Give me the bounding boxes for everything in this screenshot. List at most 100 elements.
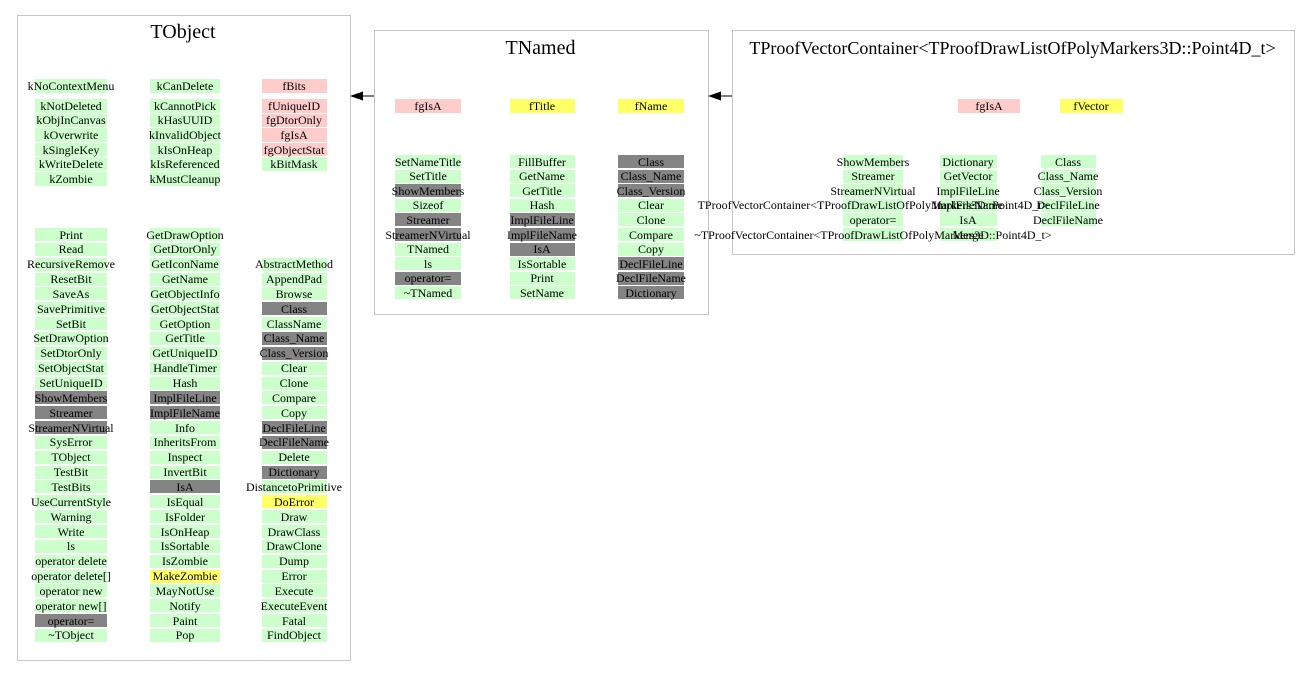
- member-cell[interactable]: GetTitle: [509, 184, 575, 198]
- member-cell[interactable]: Streamer: [35, 406, 107, 420]
- member-cell[interactable]: ls: [35, 539, 107, 553]
- field-cell[interactable]: fgObjectStat: [261, 142, 327, 157]
- member-cell[interactable]: operator new: [35, 584, 107, 598]
- member-cell[interactable]: Clone: [261, 376, 327, 390]
- member-cell[interactable]: Dump: [261, 554, 327, 568]
- member-cell[interactable]: DeclFileName: [259, 435, 329, 449]
- member-cell[interactable]: DistancetoPrimitive: [246, 480, 342, 494]
- class-title-tnamed[interactable]: TNamed: [505, 37, 576, 59]
- member-cell[interactable]: ImplFileLine: [150, 391, 220, 405]
- member-cell[interactable]: operator=: [35, 614, 107, 628]
- member-cell[interactable]: ImplFileName: [150, 406, 220, 420]
- member-cell[interactable]: ClassName: [261, 317, 327, 331]
- class-title-tobject[interactable]: TObject: [150, 21, 216, 43]
- member-cell[interactable]: Class: [618, 155, 684, 168]
- member-cell[interactable]: Read: [35, 242, 107, 256]
- field-cell[interactable]: kObjInCanvas: [35, 113, 107, 128]
- member-cell[interactable]: Streamer: [395, 213, 461, 227]
- field-cell[interactable]: fgIsA: [395, 98, 461, 113]
- member-cell[interactable]: Sizeof: [395, 198, 461, 212]
- member-cell[interactable]: Print: [509, 271, 575, 285]
- member-cell[interactable]: FillBuffer: [509, 155, 575, 168]
- member-cell[interactable]: DeclFileName: [1033, 213, 1103, 227]
- member-cell[interactable]: Class: [261, 302, 327, 316]
- member-cell[interactable]: operator delete[]: [31, 569, 111, 583]
- field-cell[interactable]: kOverwrite: [35, 128, 107, 142]
- member-cell[interactable]: ShowMembers: [837, 155, 909, 168]
- member-cell[interactable]: Copy: [618, 242, 684, 256]
- member-cell[interactable]: GetVector: [939, 169, 997, 183]
- field-cell[interactable]: kNotDeleted: [35, 99, 107, 113]
- member-cell[interactable]: AppendPad: [261, 272, 327, 286]
- member-cell[interactable]: Clear: [618, 198, 684, 212]
- member-cell[interactable]: Copy: [261, 406, 327, 420]
- member-cell[interactable]: RecursiveRemove: [27, 257, 115, 271]
- field-cell[interactable]: kCannotPick: [150, 99, 220, 113]
- member-cell[interactable]: SavePrimitive: [35, 302, 107, 316]
- member-cell[interactable]: Paint: [150, 614, 220, 628]
- member-cell[interactable]: Delete: [261, 450, 327, 464]
- member-cell[interactable]: Class_Name: [1038, 169, 1098, 183]
- member-cell[interactable]: operator=: [843, 213, 903, 227]
- field-cell[interactable]: kBitMask: [261, 157, 327, 171]
- member-cell[interactable]: Class_Version: [1034, 184, 1102, 198]
- member-cell[interactable]: StreamerNVirtual: [385, 228, 471, 241]
- field-cell[interactable]: kInvalidObject: [149, 128, 221, 142]
- member-cell[interactable]: AbstractMethod: [255, 257, 333, 271]
- field-cell[interactable]: kIsOnHeap: [150, 142, 220, 157]
- member-cell[interactable]: SetUniqueID: [35, 376, 107, 390]
- member-cell[interactable]: ShowMembers: [392, 184, 464, 198]
- member-cell[interactable]: GetOption: [150, 317, 220, 331]
- field-cell[interactable]: fgIsA: [958, 98, 1020, 113]
- member-cell[interactable]: MayNotUse: [150, 584, 220, 598]
- member-cell[interactable]: SetName: [509, 286, 575, 300]
- member-cell[interactable]: ShowMembers: [35, 391, 107, 405]
- member-cell[interactable]: TNamed: [395, 242, 461, 256]
- member-cell[interactable]: Write: [35, 525, 107, 538]
- member-cell[interactable]: SysError: [35, 435, 107, 449]
- member-cell[interactable]: SetTitle: [395, 169, 461, 183]
- member-cell[interactable]: Print: [35, 228, 107, 241]
- member-cell[interactable]: Info: [150, 421, 220, 435]
- member-cell[interactable]: SetBit: [35, 317, 107, 331]
- member-cell[interactable]: GetObjectInfo: [150, 287, 220, 301]
- field-cell[interactable]: fTitle: [509, 98, 575, 113]
- member-cell[interactable]: GetDrawOption: [146, 228, 224, 241]
- field-cell[interactable]: kSingleKey: [35, 142, 107, 157]
- member-cell[interactable]: FindObject: [261, 628, 327, 642]
- member-cell[interactable]: IsOnHeap: [150, 525, 220, 538]
- member-cell[interactable]: GetTitle: [150, 331, 220, 345]
- member-cell[interactable]: Hash: [509, 198, 575, 212]
- member-cell[interactable]: Dictionary: [618, 286, 684, 300]
- member-cell[interactable]: IsA: [939, 213, 997, 227]
- member-cell[interactable]: IsSortable: [509, 257, 575, 271]
- member-cell[interactable]: ExecuteEvent: [261, 599, 327, 613]
- member-cell[interactable]: DeclFileLine: [261, 421, 327, 435]
- member-cell[interactable]: Class_Name: [618, 169, 684, 183]
- member-cell[interactable]: SaveAs: [35, 287, 107, 301]
- member-cell[interactable]: Notify: [150, 599, 220, 613]
- member-cell[interactable]: TestBit: [35, 465, 107, 479]
- member-cell[interactable]: ls: [395, 257, 461, 271]
- member-cell[interactable]: Merge: [939, 228, 997, 241]
- member-cell[interactable]: SetDrawOption: [33, 331, 109, 345]
- member-cell[interactable]: ~TNamed: [395, 286, 461, 300]
- member-cell[interactable]: ~TObject: [35, 628, 107, 642]
- member-cell[interactable]: TestBits: [35, 480, 107, 494]
- member-cell[interactable]: GetName: [150, 272, 220, 286]
- member-cell[interactable]: GetIconName: [150, 257, 220, 271]
- member-cell[interactable]: DrawClass: [261, 525, 327, 538]
- member-cell[interactable]: ResetBit: [35, 272, 107, 286]
- member-cell[interactable]: InheritsFrom: [150, 435, 220, 449]
- member-cell[interactable]: Draw: [261, 510, 327, 524]
- member-cell[interactable]: UseCurrentStyle: [31, 495, 111, 509]
- member-cell[interactable]: Class_Version: [260, 346, 328, 360]
- field-cell[interactable]: kCanDelete: [150, 79, 220, 93]
- member-cell[interactable]: Clone: [618, 213, 684, 227]
- field-cell[interactable]: kHasUUID: [150, 113, 220, 128]
- member-cell[interactable]: TObject: [35, 450, 107, 464]
- field-cell[interactable]: fVector: [1059, 98, 1123, 113]
- member-cell[interactable]: operator=: [395, 271, 461, 285]
- field-cell[interactable]: kZombie: [35, 172, 107, 186]
- member-cell[interactable]: GetObjectStat: [150, 302, 220, 316]
